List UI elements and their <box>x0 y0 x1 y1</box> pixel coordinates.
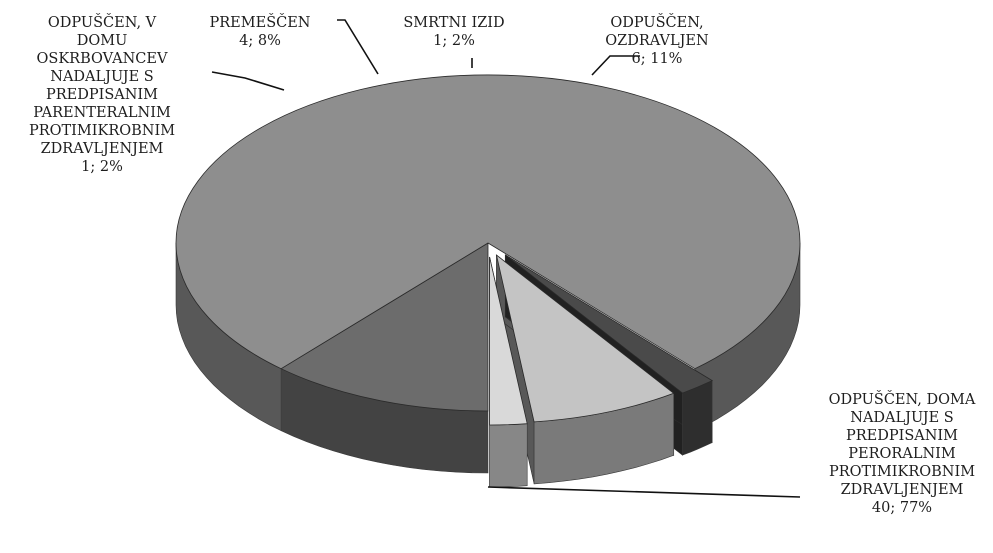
slice-value-label: 40; 77% <box>872 500 932 516</box>
slice-category-label: PROTIMIKROBNIM <box>829 464 975 480</box>
slice-category-label: PREMEŠČEN <box>210 13 311 31</box>
slice-category-label: SMRTNI IZID <box>403 15 504 31</box>
slice-category-label: DOMU <box>77 33 128 49</box>
slice-value-label: 4; 8% <box>239 33 281 49</box>
slice-category-label: PARENTERALNIM <box>33 105 171 121</box>
slice-category-label: PREDPISANIM <box>46 87 158 103</box>
slice-category-label: PREDPISANIM <box>846 428 958 444</box>
leader-line-3 <box>337 19 379 75</box>
leader-line-0 <box>591 55 640 76</box>
slice-label-4: SMRTNI IZID 1; 2% <box>403 15 504 49</box>
slice-top-3 <box>495 254 675 423</box>
slice-value-label: 1; 2% <box>433 33 475 49</box>
pie-tops <box>175 74 801 426</box>
slice-labels: ODPUŠČEN, OZDRAVLJEN 6; 11% ODPUŠČEN, DOMA N… <box>29 13 976 516</box>
slice-label-3: PREMEŠČEN 4; 8% <box>210 13 311 49</box>
leader-line-1 <box>487 486 801 498</box>
slice-category-label: NADALJUJE S <box>50 69 153 85</box>
slice-category-label: PROTIMIKROBNIM <box>29 123 175 139</box>
slice-label-1: ODPUŠČEN, DOMA NADALJUJE S PREDPISANIM PERO… <box>829 390 976 516</box>
slice-category-label: PERORALNIM <box>848 446 956 462</box>
slice-value-label: 1; 2% <box>81 159 123 175</box>
slice-top-0 <box>280 242 489 412</box>
slice-side-4 <box>489 423 528 488</box>
slice-category-label: OSKRBOVANCEV <box>37 51 168 67</box>
slice-category-label: ODPUŠČEN, <box>610 13 703 31</box>
slice-category-label: ODPUŠČEN, DOMA <box>829 390 976 408</box>
slice-category-label: ZDRAVLJENJEM <box>841 482 964 498</box>
slice-top-2 <box>505 254 714 394</box>
leader-line-2 <box>211 71 285 91</box>
slice-value-label: 6; 11% <box>632 51 683 67</box>
slice-category-label: ZDRAVLJENJEM <box>41 141 164 157</box>
slice-top-1 <box>175 74 801 370</box>
slice-label-0: ODPUŠČEN, OZDRAVLJEN 6; 11% <box>605 13 709 67</box>
slice-label-2: ODPUŠČEN, V DOMU OSKRBOVANCEV NADALJUJE S PR… <box>29 13 175 175</box>
slice-top-4 <box>489 256 528 426</box>
slice-category-label: OZDRAVLJEN <box>605 33 709 49</box>
slice-category-label: NADALJUJE S <box>850 410 953 426</box>
leader-lines <box>211 19 801 498</box>
slice-category-label: ODPUŠČEN, V <box>48 13 157 31</box>
